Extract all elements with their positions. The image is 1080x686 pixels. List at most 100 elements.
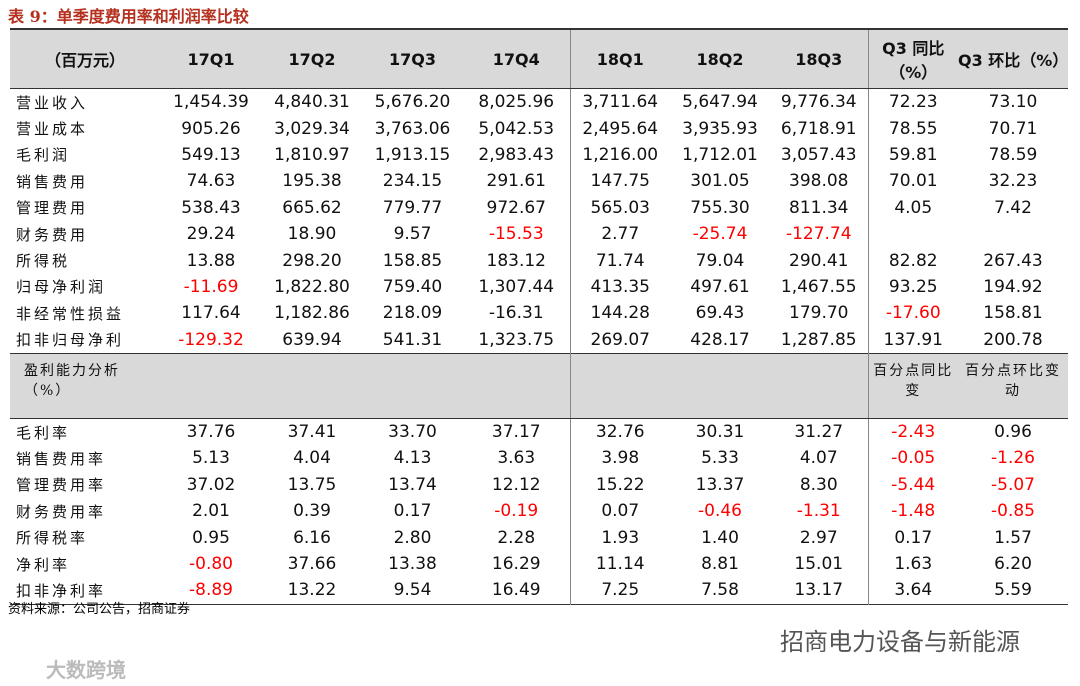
cell: 13.38 (388, 554, 437, 575)
cell: -8.89 (189, 580, 233, 601)
cell: 71.74 (569, 247, 670, 274)
cell: 82.82 (867, 247, 958, 274)
cell: -129.32 (178, 329, 244, 350)
cell: 3.63 (497, 448, 536, 469)
watermark: 招商电力设备与新能源 (780, 628, 1020, 656)
header-cell: 17Q1 (160, 29, 262, 89)
section-blank (160, 352, 262, 419)
row-label: 管理费用 (16, 199, 89, 218)
row-label: 归母净利润 (16, 278, 107, 297)
cell: -0.85 (991, 501, 1035, 522)
row-label: 扣非净利率 (16, 581, 107, 600)
row-label: 毛利率 (16, 423, 71, 442)
cell: 1,810.97 (274, 144, 350, 165)
section-blank (362, 352, 463, 419)
cell: 13.17 (794, 580, 844, 601)
cell: 11.14 (569, 550, 670, 578)
cell: 70.01 (867, 168, 958, 195)
cell: 78.59 (988, 144, 1038, 165)
cell: 8.30 (799, 474, 838, 495)
cell: -11.69 (183, 276, 239, 297)
cell: -0.80 (189, 554, 233, 575)
cell: 218.09 (382, 303, 443, 324)
section-row: 盈利能力分析（%） 百分点同比变 百分点环比变动 (10, 352, 1068, 419)
header-cell: （百万元） (10, 29, 160, 89)
row-label: 扣非归母净利 (16, 331, 125, 350)
cell: 267.43 (983, 250, 1043, 271)
cell: 1.93 (569, 524, 670, 551)
cell: -5.44 (867, 471, 958, 499)
section-label: 盈利能力分析（%） (10, 352, 160, 419)
cell: 4.04 (293, 448, 331, 469)
cell: 0.39 (293, 501, 331, 522)
cell: 972.67 (486, 197, 546, 218)
cell: 5,647.94 (682, 92, 758, 113)
cell: 497.61 (690, 276, 750, 297)
cell: 37.17 (491, 422, 541, 443)
data-row: 营业收入 1,454.39 4,840.31 5,676.20 8,025.96 3,71… (10, 88, 1068, 116)
cell: 811.34 (789, 197, 849, 218)
cell (867, 220, 958, 248)
cell: 158.81 (983, 303, 1043, 324)
cell: 4.07 (799, 448, 838, 469)
cell: 1,454.39 (173, 92, 249, 113)
cell: 93.25 (867, 273, 958, 301)
cell: -0.46 (698, 501, 742, 522)
cell: 3.64 (867, 577, 958, 605)
cell: 0.17 (393, 501, 432, 522)
cell: 137.91 (867, 326, 958, 354)
cell: 32.23 (988, 171, 1038, 192)
cell: 0.17 (867, 524, 958, 551)
cell: 183.12 (486, 250, 546, 271)
cell: 37.66 (287, 554, 337, 575)
cell: 1,323.75 (478, 329, 555, 350)
cell: 1,467.55 (780, 276, 857, 297)
cell: 37.76 (186, 422, 236, 443)
cell: -2.43 (867, 418, 958, 446)
cell: 29.24 (186, 224, 236, 245)
cell: 0.96 (994, 422, 1032, 443)
cell: 291.61 (486, 171, 546, 192)
cell: 13.75 (287, 474, 337, 495)
data-row: 所得税 13.88 298.20 158.85 183.12 71.74 79.04 290.… (10, 247, 1068, 274)
cell: 5.59 (994, 580, 1032, 601)
cell: 13.88 (186, 250, 236, 271)
data-row: 毛利率 37.76 37.41 33.70 37.17 32.76 30.31 31.27 -2… (10, 418, 1068, 446)
cell: -5.07 (991, 474, 1035, 495)
row-label: 营业收入 (16, 93, 89, 112)
data-row: 所得税率 0.95 6.16 2.80 2.28 1.93 1.40 2.97 0.17 1.57 (10, 524, 1068, 551)
cell: 6.20 (994, 554, 1032, 575)
cell: 12.12 (491, 474, 541, 495)
cell: 31.27 (794, 422, 844, 443)
cell: 565.03 (569, 194, 670, 221)
cell: -25.74 (692, 224, 748, 245)
row-label: 管理费用率 (16, 476, 107, 495)
cell: 2,495.64 (569, 115, 670, 142)
data-row: 财务费用率 2.01 0.39 0.17 -0.19 0.07 -0.46 -1.31 -1.4… (10, 498, 1068, 525)
cell: 1,307.44 (478, 276, 555, 297)
cell: 2.28 (497, 527, 536, 548)
row-label: 所得税 (16, 252, 71, 271)
data-row: 毛利润 549.13 1,810.97 1,913.15 2,983.43 1,216.0… (10, 141, 1068, 169)
row-label: 销售费用 (16, 172, 89, 191)
header-cell: 17Q3 (362, 29, 463, 89)
cell: 5.13 (192, 448, 230, 469)
cell: 1,216.00 (569, 141, 670, 169)
cell: 549.13 (181, 144, 241, 165)
data-row: 财务费用 29.24 18.90 9.57 -15.53 2.77 -25.74 -127.7… (10, 220, 1068, 248)
cell: -17.60 (867, 300, 958, 327)
section-blank (463, 352, 570, 419)
cell: 13.37 (695, 474, 745, 495)
cell: 194.92 (983, 276, 1043, 297)
cell: 37.41 (287, 422, 337, 443)
cell: 4.05 (867, 194, 958, 221)
cell: 32.76 (569, 418, 670, 446)
cell: 639.94 (282, 329, 342, 350)
cell: -16.31 (488, 303, 544, 324)
cell: 158.85 (382, 250, 443, 271)
cell: 9.57 (393, 224, 432, 245)
header-cell: Q3 环比（%） (958, 29, 1068, 89)
header-row: （百万元） 17Q1 17Q2 17Q3 17Q4 18Q1 18Q2 18Q3 Q3 同比（%… (10, 29, 1068, 89)
cell: 1,822.80 (274, 276, 350, 297)
cell: 9.54 (393, 580, 432, 601)
